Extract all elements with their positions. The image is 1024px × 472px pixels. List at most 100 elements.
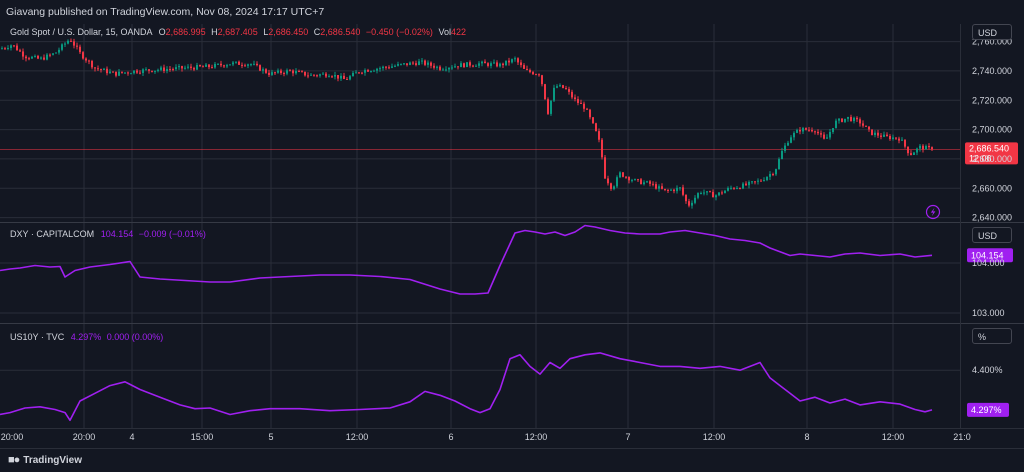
us10y-unit-button[interactable]: % xyxy=(972,328,1012,344)
time-axis[interactable]: 20:00 20:00 4 15:00 5 12:00 6 12:00 7 12:00 8 12:00… xyxy=(1,432,971,442)
gold-candle-body xyxy=(517,58,519,63)
gold-candle-body xyxy=(334,75,336,77)
gold-candle-body xyxy=(316,75,318,77)
gold-price-tick: 2,740.000 xyxy=(972,66,1012,76)
gold-candle-body xyxy=(88,60,90,62)
gold-candle-body xyxy=(919,145,921,149)
gold-candle-body xyxy=(877,132,879,136)
gold-candle-body xyxy=(823,134,825,139)
gold-candle-body xyxy=(808,129,810,131)
gold-candle-body xyxy=(691,202,693,206)
lightning-icon[interactable] xyxy=(925,204,941,220)
gold-candle-body xyxy=(379,68,381,70)
gold-candle-body xyxy=(595,123,597,132)
gold-change: −0.450 (−0.02%) xyxy=(365,27,433,37)
us10y-legend[interactable]: US10Y · TVC 4.297% 0.000 (0.00%) xyxy=(10,332,163,342)
gold-candle-body xyxy=(55,52,57,54)
gold-candle-body xyxy=(142,69,144,73)
gold-currency-button[interactable]: USD xyxy=(972,24,1012,40)
dxy-series-line xyxy=(0,224,933,295)
gold-candle-body xyxy=(493,62,495,64)
gold-candle-body xyxy=(349,76,351,80)
gold-candle-body xyxy=(274,72,276,74)
gold-candle-body xyxy=(499,63,501,67)
gold-candle-body xyxy=(565,88,567,90)
gold-candle-body xyxy=(148,69,150,71)
gold-candle-body xyxy=(931,147,933,150)
gold-candle-body xyxy=(328,76,330,78)
gold-candle-body xyxy=(463,63,465,68)
gold-candle-body xyxy=(244,65,246,67)
gold-candle-body xyxy=(271,72,273,75)
gold-candle-body xyxy=(727,187,729,191)
gold-candle-body xyxy=(514,58,516,60)
us10y-symbol[interactable]: US10Y · TVC xyxy=(10,332,65,342)
gold-candle-body xyxy=(289,70,291,72)
tradingview-logo[interactable]: ■● TradingView xyxy=(8,454,82,466)
dxy-legend[interactable]: DXY · CAPITALCOM 104.154 −0.009 (−0.01%) xyxy=(10,229,206,239)
gold-candle-body xyxy=(697,193,699,198)
gold-candle-body xyxy=(622,172,624,177)
gold-candle-body xyxy=(136,70,138,73)
gold-candle-body xyxy=(115,71,117,76)
gold-candle-body xyxy=(322,73,324,75)
gold-candle-body xyxy=(478,63,480,66)
gold-candle-body xyxy=(442,69,444,71)
tradingview-logo-icon: ■● xyxy=(8,454,20,466)
gold-l-label: L xyxy=(263,27,269,37)
gold-candle-body xyxy=(886,134,888,136)
gold-candle-body xyxy=(58,49,60,53)
gold-candle-body xyxy=(79,46,81,53)
dxy-price-tick: 103.000 xyxy=(972,308,1005,318)
gold-candle-body xyxy=(208,64,210,68)
gold-symbol[interactable]: Gold Spot / U.S. Dollar, 15, OANDA xyxy=(10,27,153,37)
gold-candle-body xyxy=(400,63,402,65)
gold-candle-body xyxy=(169,69,171,71)
dxy-currency-button[interactable]: USD xyxy=(972,227,1012,243)
published-text: Giavang published on TradingView.com, No… xyxy=(6,6,325,18)
gold-candle-body xyxy=(391,66,393,68)
price-axis[interactable]: 2,760.000 2,740.000 2,720.000 2,700.000 2,68… xyxy=(972,37,1012,376)
gold-candle-body xyxy=(871,129,873,135)
gold-candle-body xyxy=(673,189,675,192)
gold-candle-body xyxy=(238,61,240,65)
gold-legend[interactable]: Gold Spot / U.S. Dollar, 15, OANDA O2,68… xyxy=(10,27,466,37)
gold-candle-body xyxy=(448,67,450,70)
gold-candle-body xyxy=(367,70,369,72)
gold-candle-body xyxy=(883,134,885,137)
gold-candle-body xyxy=(526,68,528,70)
gold-candle-body xyxy=(64,43,66,45)
gold-candle-body xyxy=(862,123,864,126)
gold-candle-body xyxy=(361,72,363,74)
gold-candle-body xyxy=(190,66,192,68)
us10y-last-price-text: 4.297% xyxy=(971,405,1002,415)
gold-candle-body xyxy=(865,125,867,127)
gold-candle-body xyxy=(301,71,303,73)
gold-candle-body xyxy=(850,116,852,122)
gold-candle-body xyxy=(664,188,666,191)
gold-candle-body xyxy=(817,131,819,134)
gold-candle-body xyxy=(121,71,123,73)
gold-candle-body xyxy=(643,182,645,185)
us10y-value: 4.297% xyxy=(70,332,102,342)
dxy-value: 104.154 xyxy=(100,229,134,239)
gold-candle-body xyxy=(31,56,33,59)
gold-candle-body xyxy=(160,67,162,70)
gold-candle-body xyxy=(130,73,132,75)
dxy-symbol[interactable]: DXY · CAPITALCOM xyxy=(10,229,95,239)
gold-candle-body xyxy=(82,52,84,59)
gold-candle-body xyxy=(670,189,672,191)
gold-candle-body xyxy=(634,179,636,181)
gold-candle-body xyxy=(313,74,315,76)
gold-candle-body xyxy=(571,91,573,98)
gold-candle-body xyxy=(724,190,726,194)
gold-candle-body xyxy=(430,62,432,66)
gold-candle-body xyxy=(154,70,156,72)
gold-candle-body xyxy=(925,146,927,150)
gold-candle-body xyxy=(124,72,126,74)
gold-candle-body xyxy=(859,119,861,124)
gold-candle-body xyxy=(61,44,63,50)
gold-candle-body xyxy=(775,169,777,175)
